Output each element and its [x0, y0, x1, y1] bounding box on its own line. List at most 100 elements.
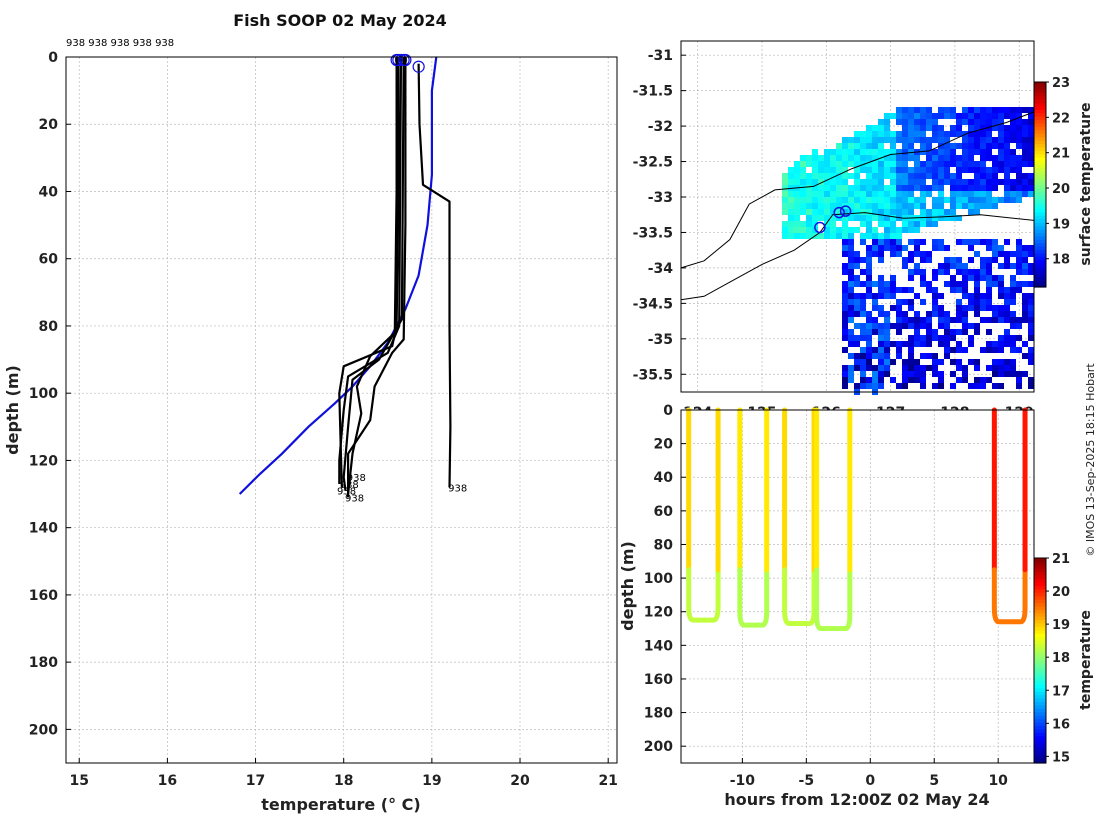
sst-pixel [908, 125, 914, 131]
sst-pixel [860, 371, 866, 377]
sst-pixel [992, 383, 998, 389]
sst-pixel [812, 185, 818, 191]
sst-pixel [806, 185, 812, 191]
sst-pixel [986, 245, 992, 251]
sst-pixel [872, 179, 878, 185]
sst-pixel [938, 377, 944, 383]
sst-pixel [902, 221, 908, 227]
ts-ytick-label: 200 [644, 739, 673, 755]
sst-pixel [944, 179, 950, 185]
sst-pixel [830, 161, 836, 167]
sst-pixel [794, 227, 800, 233]
sst-pixel [932, 179, 938, 185]
sst-pixel [980, 203, 986, 209]
sst-pixel [974, 311, 980, 317]
timeseries-colorbar-label: temperature [1078, 610, 1094, 710]
profile-start-marker [399, 53, 412, 67]
sst-pixel [1004, 335, 1010, 341]
map-lat-label: -34.5 [633, 296, 673, 312]
sst-pixel [896, 197, 902, 203]
profile-end-label: 938 [337, 487, 356, 498]
profile-plot-area [66, 57, 617, 763]
sst-colorbar-band [1034, 181, 1046, 186]
sst-pixel [998, 263, 1004, 269]
sst-pixel [938, 137, 944, 143]
sst-pixel [860, 359, 866, 365]
temp-colorbar-band [1034, 616, 1046, 621]
sst-pixel [884, 341, 890, 347]
sst-pixel [866, 341, 872, 347]
sst-pixel [986, 239, 992, 245]
sst-pixel [974, 197, 980, 203]
sst-pixel [908, 305, 914, 311]
sst-pixel [878, 161, 884, 167]
temp-colorbar-band [1034, 629, 1046, 634]
sst-pixel [884, 371, 890, 377]
sst-pixel [962, 305, 968, 311]
sst-pixel [908, 131, 914, 137]
sst-pixel [950, 107, 956, 113]
temp-colorbar-band [1034, 681, 1046, 686]
sst-pixel [848, 371, 854, 377]
sst-pixel [956, 167, 962, 173]
sst-pixel [986, 293, 992, 299]
sst-pixel [992, 281, 998, 287]
sst-pixel [950, 191, 956, 197]
sst-colorbar-band [1034, 88, 1046, 93]
sst-pixel [1016, 137, 1022, 143]
sst-pixel [950, 329, 956, 335]
sst-colorbar-band [1034, 218, 1046, 223]
sst-pixel [962, 293, 968, 299]
sst-pixel [794, 221, 800, 227]
sst-pixel [986, 365, 992, 371]
sst-pixel [986, 203, 992, 209]
profile-ytick-label: 200 [29, 722, 58, 738]
sst-colorbar-band [1034, 129, 1046, 134]
sst-pixel [938, 323, 944, 329]
sst-pixel [794, 179, 800, 185]
sst-pixel [800, 167, 806, 173]
sst-pixel [824, 203, 830, 209]
sst-pixel [854, 359, 860, 365]
sst-pixel [890, 185, 896, 191]
sst-pixel [1028, 131, 1034, 137]
sst-pixel [926, 149, 932, 155]
sst-pixel [908, 155, 914, 161]
sst-pixel [974, 173, 980, 179]
sst-pixel [938, 173, 944, 179]
sst-pixel [956, 287, 962, 293]
sst-pixel [896, 173, 902, 179]
sst-pixel [950, 347, 956, 353]
sst-pixel [848, 245, 854, 251]
sst-pixel [920, 239, 926, 245]
sst-pixel [950, 143, 956, 149]
sst-pixel [956, 347, 962, 353]
sst-pixel [968, 257, 974, 263]
sst-pixel [872, 137, 878, 143]
sst-pixel [860, 239, 866, 245]
sst-pixel [1022, 371, 1028, 377]
sst-pixel [890, 131, 896, 137]
sst-pixel [782, 191, 788, 197]
sst-pixel [872, 227, 878, 233]
temp-colorbar-tick-label: 20 [1052, 585, 1070, 600]
sst-pixel [932, 305, 938, 311]
sst-pixel [908, 203, 914, 209]
sst-pixel [812, 167, 818, 173]
sst-pixel [926, 341, 932, 347]
sst-pixel [788, 215, 794, 221]
sst-pixel [962, 143, 968, 149]
profile-lines [338, 53, 452, 498]
sst-pixel [1028, 179, 1034, 185]
sst-pixel [830, 221, 836, 227]
sst-pixel [824, 179, 830, 185]
sst-pixel [890, 197, 896, 203]
sst-pixel [956, 119, 962, 125]
sst-pixel [950, 125, 956, 131]
sst-pixel [854, 197, 860, 203]
sst-pixel [1004, 143, 1010, 149]
sst-pixel [908, 113, 914, 119]
sst-pixel [950, 275, 956, 281]
sst-pixel [842, 335, 848, 341]
